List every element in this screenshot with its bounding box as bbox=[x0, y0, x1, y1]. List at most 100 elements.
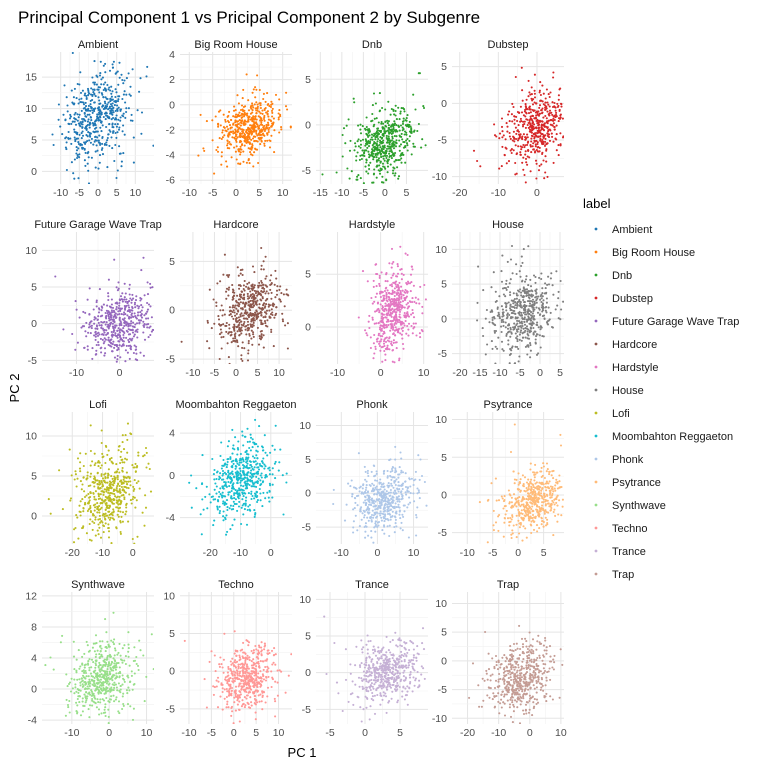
data-point bbox=[238, 500, 241, 503]
data-point bbox=[532, 98, 535, 101]
data-point bbox=[393, 113, 396, 116]
data-point bbox=[415, 334, 418, 337]
data-point bbox=[228, 147, 231, 150]
data-point bbox=[555, 270, 558, 273]
data-point bbox=[535, 139, 538, 142]
data-point bbox=[541, 287, 544, 290]
data-point bbox=[106, 504, 109, 507]
data-point bbox=[113, 475, 116, 478]
data-point bbox=[264, 497, 267, 500]
data-point bbox=[108, 518, 111, 521]
data-point bbox=[83, 490, 86, 493]
data-point bbox=[375, 142, 378, 145]
data-point bbox=[377, 159, 380, 162]
data-point bbox=[64, 146, 67, 149]
data-point bbox=[220, 137, 223, 141]
data-point bbox=[372, 158, 375, 161]
data-point bbox=[371, 316, 374, 319]
y-tick-label: 0 bbox=[441, 313, 447, 325]
data-point bbox=[372, 152, 375, 155]
data-point bbox=[276, 285, 279, 288]
data-point bbox=[94, 506, 97, 509]
data-point bbox=[392, 140, 395, 143]
data-point bbox=[519, 288, 522, 291]
data-point bbox=[98, 511, 101, 514]
data-point bbox=[132, 297, 135, 300]
data-point bbox=[403, 110, 406, 113]
data-point bbox=[263, 302, 266, 305]
data-point bbox=[142, 331, 145, 334]
data-point bbox=[258, 124, 261, 127]
data-point bbox=[236, 447, 239, 450]
data-point bbox=[258, 102, 261, 105]
data-point bbox=[241, 273, 244, 277]
data-point bbox=[502, 349, 505, 352]
data-point bbox=[527, 79, 530, 82]
data-point bbox=[117, 307, 120, 310]
data-point bbox=[218, 333, 222, 336]
y-tick-label: -10 bbox=[432, 171, 447, 183]
data-point bbox=[376, 129, 380, 132]
data-point bbox=[95, 299, 98, 302]
data-point bbox=[520, 306, 523, 309]
data-point bbox=[238, 467, 241, 470]
data-point bbox=[144, 446, 148, 450]
data-point bbox=[371, 112, 374, 116]
data-point bbox=[413, 129, 416, 132]
data-point bbox=[97, 492, 100, 495]
data-point bbox=[236, 304, 239, 307]
data-point bbox=[240, 290, 243, 293]
data-point bbox=[239, 452, 242, 456]
data-point bbox=[248, 162, 251, 165]
data-point bbox=[130, 320, 133, 323]
data-point bbox=[381, 312, 384, 315]
data-point bbox=[246, 359, 250, 362]
data-point bbox=[542, 123, 545, 126]
data-point bbox=[106, 166, 109, 169]
data-point bbox=[389, 323, 392, 326]
data-point bbox=[137, 451, 140, 454]
gridlines bbox=[42, 232, 154, 364]
data-point bbox=[216, 508, 219, 511]
data-point bbox=[150, 330, 153, 333]
data-point bbox=[103, 347, 107, 350]
data-point bbox=[119, 491, 122, 494]
x-tick-label: -5 bbox=[210, 367, 219, 379]
data-point bbox=[261, 112, 264, 115]
data-point bbox=[240, 522, 243, 526]
x-tick-label: 0 bbox=[233, 187, 239, 199]
data-point bbox=[111, 102, 114, 105]
data-point bbox=[505, 282, 508, 285]
data-point bbox=[229, 504, 232, 507]
data-point bbox=[116, 476, 119, 479]
data-point bbox=[243, 320, 246, 324]
data-point bbox=[85, 94, 88, 98]
data-point bbox=[387, 135, 390, 138]
data-point bbox=[278, 109, 281, 112]
data-point bbox=[119, 520, 122, 523]
data-point bbox=[90, 156, 93, 159]
data-point bbox=[108, 319, 111, 322]
data-point bbox=[264, 139, 267, 142]
data-point bbox=[538, 104, 542, 107]
data-point bbox=[357, 316, 360, 319]
data-point bbox=[532, 148, 535, 151]
data-point bbox=[248, 334, 251, 337]
data-point bbox=[232, 326, 235, 329]
data-point bbox=[255, 475, 258, 478]
data-point bbox=[536, 141, 539, 144]
data-point bbox=[129, 484, 132, 487]
data-point bbox=[256, 299, 259, 302]
data-point bbox=[116, 358, 119, 361]
data-point bbox=[520, 111, 524, 114]
data-point bbox=[96, 113, 99, 116]
data-point bbox=[205, 485, 208, 488]
data-point bbox=[546, 126, 549, 129]
data-point bbox=[540, 277, 543, 281]
data-point bbox=[541, 127, 544, 130]
data-point bbox=[259, 104, 262, 107]
data-point bbox=[517, 325, 520, 328]
data-point bbox=[268, 316, 271, 319]
data-point bbox=[254, 139, 257, 142]
